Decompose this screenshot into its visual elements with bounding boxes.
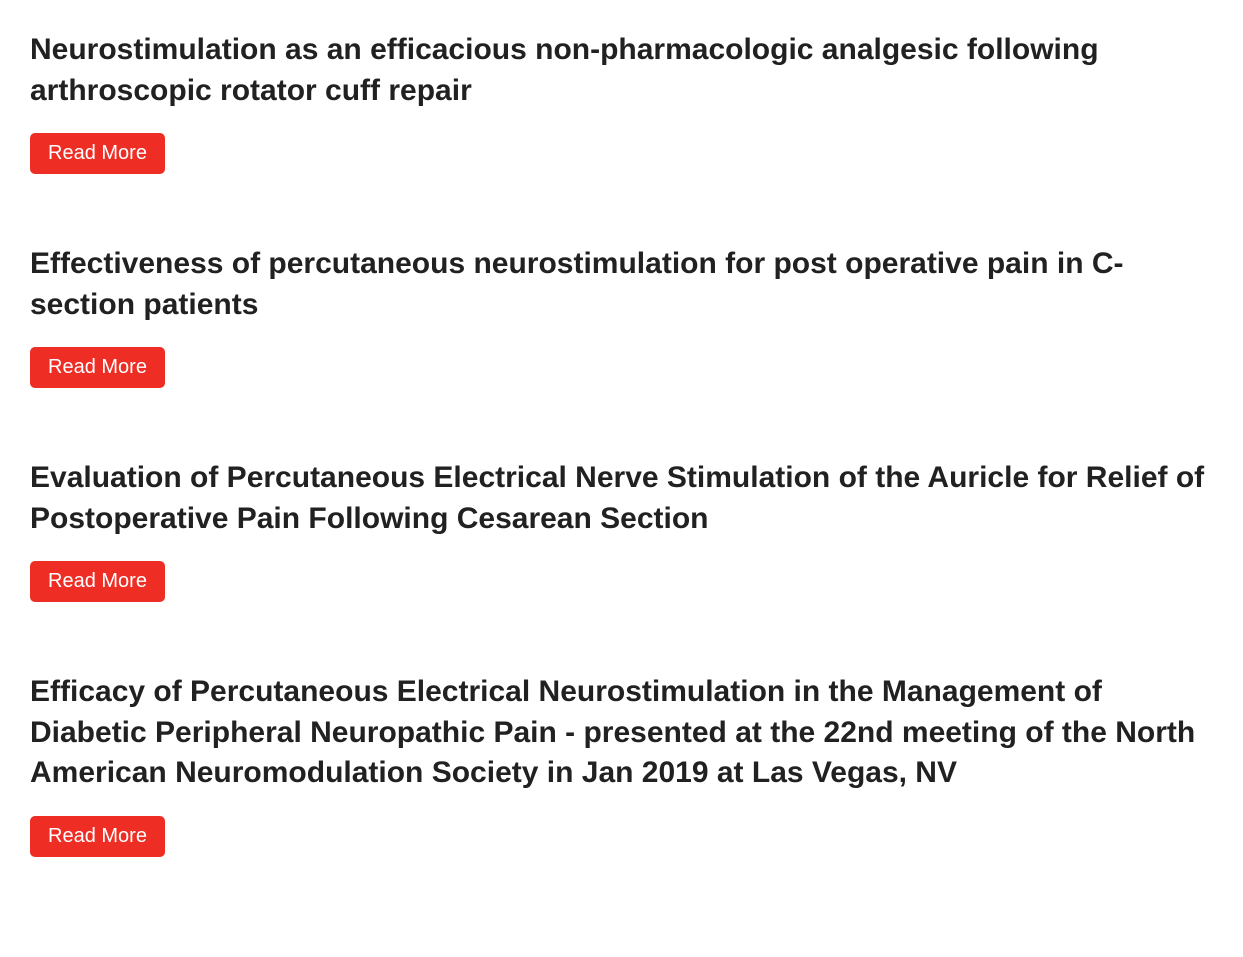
read-more-button[interactable]: Read More	[30, 133, 165, 174]
read-more-button[interactable]: Read More	[30, 347, 165, 388]
article-list: Neurostimulation as an efficacious non-p…	[30, 30, 1213, 857]
article-title: Efficacy of Percutaneous Electrical Neur…	[30, 672, 1213, 794]
article-item: Effectiveness of percutaneous neurostimu…	[30, 244, 1213, 388]
article-item: Efficacy of Percutaneous Electrical Neur…	[30, 672, 1213, 857]
article-title: Evaluation of Percutaneous Electrical Ne…	[30, 458, 1213, 539]
article-title: Effectiveness of percutaneous neurostimu…	[30, 244, 1213, 325]
read-more-button[interactable]: Read More	[30, 561, 165, 602]
article-title: Neurostimulation as an efficacious non-p…	[30, 30, 1213, 111]
read-more-button[interactable]: Read More	[30, 816, 165, 857]
article-item: Evaluation of Percutaneous Electrical Ne…	[30, 458, 1213, 602]
article-item: Neurostimulation as an efficacious non-p…	[30, 30, 1213, 174]
